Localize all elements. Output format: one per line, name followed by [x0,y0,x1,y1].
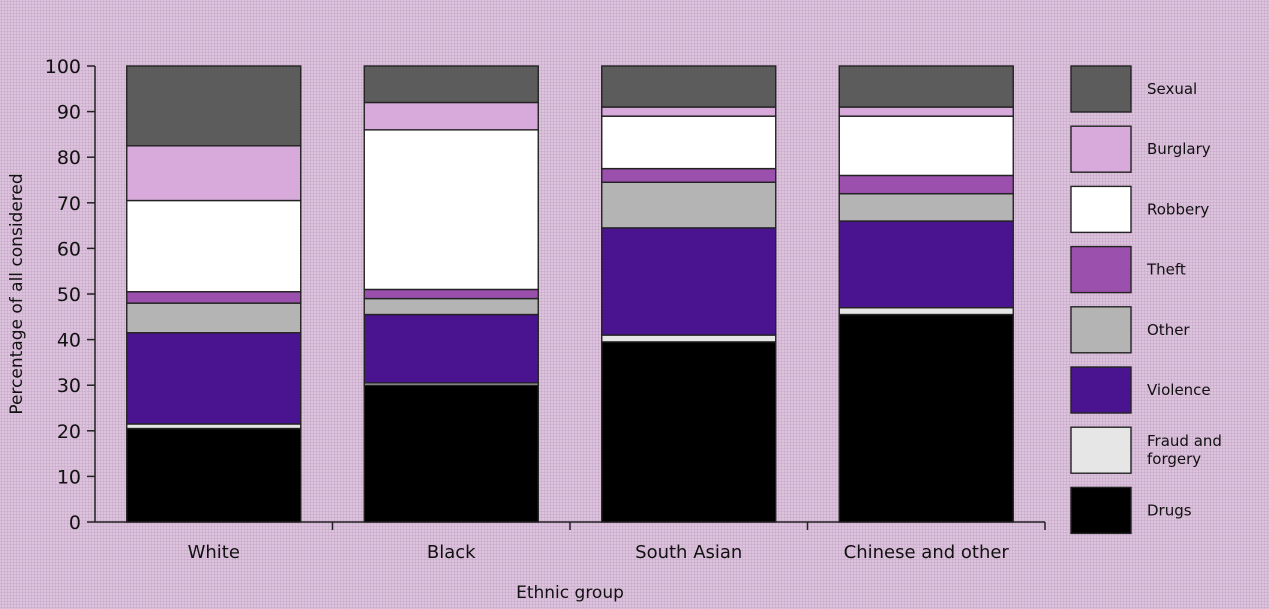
bar-segment [363,313,539,384]
y-tick-label: 30 [57,375,81,397]
legend-swatch [1070,245,1132,294]
bar-segment [363,384,539,523]
y-tick-label: 0 [69,512,81,534]
bar-segment [838,106,1014,117]
bar-stack [838,65,1014,523]
bar-segment [363,65,539,104]
y-axis-title: Percentage of all considered [7,173,27,414]
bar-segment [838,65,1014,108]
x-tick-label: Black [427,542,476,563]
bar-segment [126,427,302,523]
legend-label: Violence [1147,381,1211,399]
legend-item: Violence [1070,366,1211,414]
x-axis-title: Ethnic group [516,583,624,603]
bar-segment [126,302,302,334]
bar-stack [126,65,302,523]
bar-segment [601,181,777,229]
bar-segment [838,313,1014,523]
bar-stack [601,65,777,523]
bar-segment [363,101,539,131]
y-tick-label: 10 [57,466,81,488]
legend-swatch [1070,366,1132,414]
bar-segment [126,145,302,202]
bar-segment [601,106,777,117]
legend-label: Robbery [1147,200,1209,218]
bar-segment [601,334,777,343]
legend-item: Fraud and forgery [1070,426,1222,474]
y-tick-label: 50 [57,284,81,306]
y-tick-label: 100 [45,56,81,78]
legend-swatch [1070,426,1132,474]
legend-label: Sexual [1147,80,1197,98]
legend-swatch [1070,185,1132,234]
x-tick-label: Chinese and other [844,542,1010,563]
bar-segment [363,288,539,300]
legend-label: Drugs [1147,501,1192,519]
legend-item: Other [1070,306,1190,354]
y-tick-label: 90 [57,102,81,124]
legend-swatch [1070,125,1132,173]
bar-segment [363,297,539,316]
legend-item: Burglary [1070,125,1211,173]
y-tick-label: 60 [57,238,81,260]
bar-segment [126,332,302,425]
y-axis: 0 10 20 30 40 50 60 70 80 90 100 [45,56,96,534]
bar-segment [126,65,302,147]
bars [126,65,1014,523]
legend-item: Theft [1070,245,1186,294]
legend-label: Fraud and forgery [1147,432,1222,468]
bar-segment [601,341,777,523]
bar-segment [601,227,777,336]
legend-label: Other [1147,321,1190,339]
bar-segment [126,291,302,304]
bar-segment [363,129,539,291]
legend-label: Theft [1146,261,1186,279]
y-tick-label: 80 [57,147,81,169]
legend-swatch [1070,65,1132,113]
legend-swatch [1070,306,1132,354]
legend: Sexual Burglary Robbery Theft Other Violence F… [1070,65,1222,535]
bar-stack [363,65,539,523]
x-tick-label: South Asian [635,542,742,563]
legend-item: Drugs [1070,486,1192,535]
legend-item: Robbery [1070,185,1209,234]
x-tick-label: White [188,542,240,563]
bar-segment [126,199,302,293]
x-axis: White Black South Asian Chinese and other [95,521,1046,563]
bar-segment [838,115,1014,177]
bar-segment [601,167,777,183]
bar-segment [838,192,1014,222]
bar-segment [601,115,777,170]
bar-segment [838,306,1014,316]
bar-segment [838,174,1014,195]
bar-segment [601,65,777,108]
y-tick-label: 40 [57,330,81,352]
legend-label: Burglary [1147,140,1211,158]
y-tick-label: 20 [57,421,81,443]
bar-segment [838,220,1014,309]
legend-item: Sexual [1070,65,1197,113]
y-tick-label: 70 [57,193,81,215]
legend-swatch [1070,486,1132,535]
